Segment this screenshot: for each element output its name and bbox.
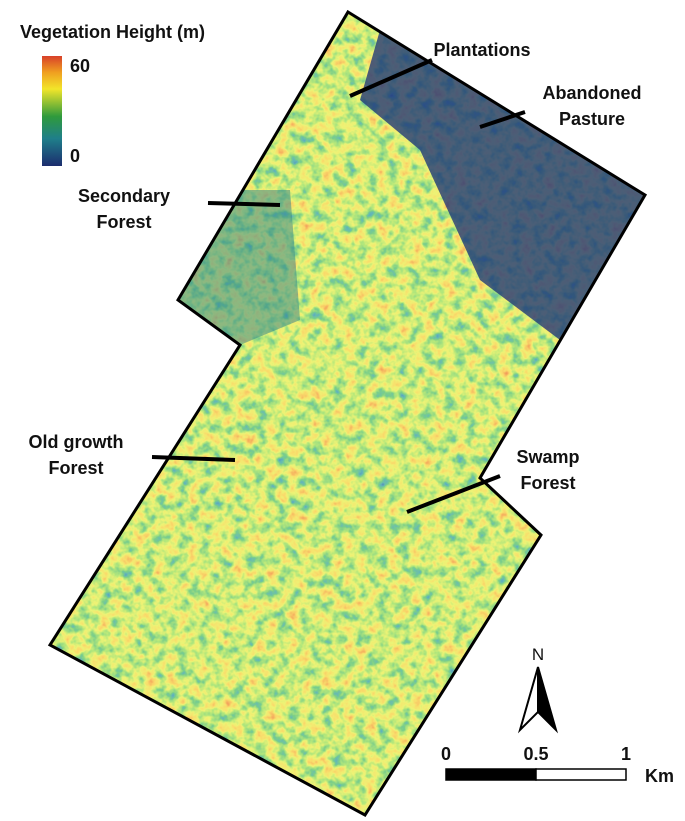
north-arrow	[520, 667, 556, 730]
label-line: Pasture	[559, 109, 625, 129]
legend-max: 60	[70, 56, 90, 76]
label-line: Plantations	[433, 40, 530, 60]
scale-unit: Km	[645, 766, 674, 786]
label-line: Forest	[96, 212, 151, 232]
page: {"legend": {"title": "Vegetation Height …	[0, 0, 685, 821]
scale-tick-label: 1	[621, 744, 631, 764]
scale-bar	[446, 769, 626, 780]
label-line: Forest	[520, 473, 575, 493]
label-line: Secondary	[78, 186, 170, 206]
legend-title: Vegetation Height (m)	[20, 22, 205, 42]
color-bar	[42, 56, 62, 166]
label-line: Abandoned	[543, 83, 642, 103]
label-line: Forest	[48, 458, 103, 478]
north-label: N	[532, 645, 544, 664]
label-line: Old growth	[29, 432, 124, 452]
label-line: Swamp	[516, 447, 579, 467]
scale-tick-label: 0.5	[523, 744, 548, 764]
legend-min: 0	[70, 146, 80, 166]
scale-tick-label: 0	[441, 744, 451, 764]
map: Vegetation Height (m) 60 0 Plantations A…	[0, 0, 685, 821]
